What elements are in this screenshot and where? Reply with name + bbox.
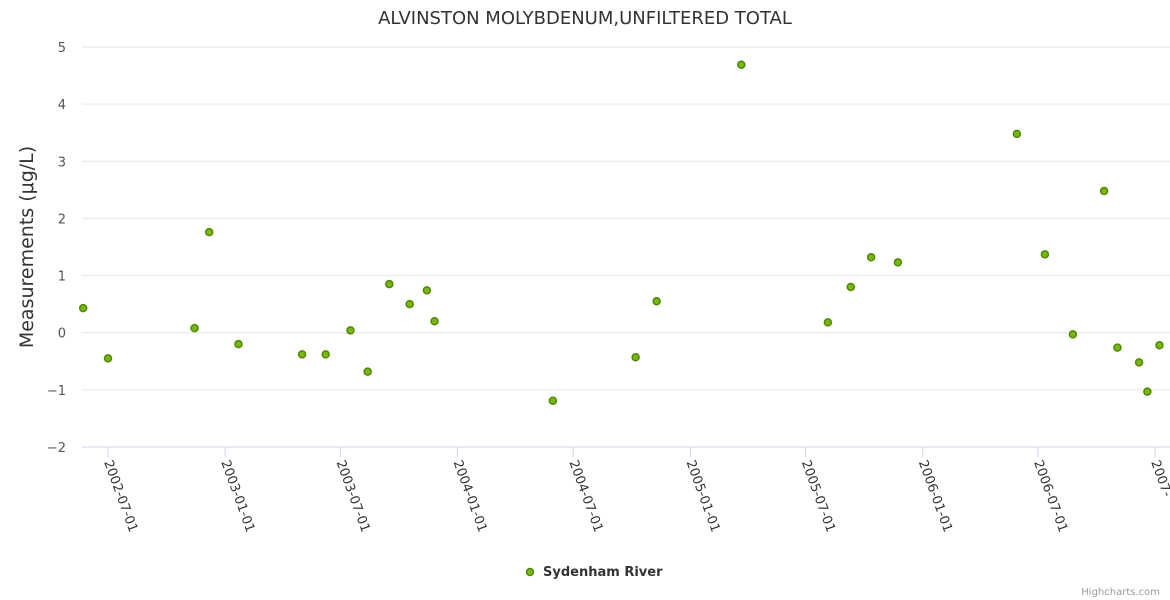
x-tick-label: 2006-01-01 xyxy=(915,458,955,534)
data-point xyxy=(631,353,640,362)
legend[interactable]: Sydenham River xyxy=(525,565,664,580)
y-tick-label: 5 xyxy=(58,41,66,56)
data-point xyxy=(1134,358,1144,367)
data-point xyxy=(866,253,876,262)
data-point xyxy=(737,60,746,69)
data-point xyxy=(78,303,88,313)
x-tick-label: 2003-01-01 xyxy=(217,458,257,534)
y-tick-label: 3 xyxy=(58,155,66,170)
x-tick-label: 2004-07-01 xyxy=(566,458,606,534)
credits-link[interactable]: Highcharts.com xyxy=(1081,587,1160,598)
y-axis-label: Measurements (μg/L) xyxy=(16,146,38,348)
data-point xyxy=(1040,250,1050,259)
y-tick-label: 2 xyxy=(58,212,66,227)
data-point xyxy=(405,299,414,309)
data-point xyxy=(346,326,355,335)
data-point xyxy=(363,367,372,376)
grid xyxy=(82,46,1170,448)
x-tick-label: 2005-01-01 xyxy=(683,458,723,534)
data-point xyxy=(1143,387,1152,396)
y-tick-label: 0 xyxy=(58,327,66,342)
x-tick-label: 2005-07-01 xyxy=(798,458,838,534)
data-point xyxy=(234,339,243,349)
data-point xyxy=(190,323,199,333)
legend-marker xyxy=(525,567,535,577)
data-point xyxy=(1113,343,1122,352)
x-tick-label: 2004-01-01 xyxy=(450,458,490,534)
y-tick-label: −1 xyxy=(47,384,66,399)
data-point xyxy=(1099,186,1109,196)
y-axis: −2 −1 0 1 2 3 4 5 xyxy=(47,41,66,456)
legend-item-label: Sydenham River xyxy=(543,565,663,580)
x-tick-label: 2006-07-01 xyxy=(1030,458,1070,534)
y-tick-label: 4 xyxy=(58,98,66,113)
data-point xyxy=(893,258,903,267)
y-tick-label: 1 xyxy=(58,270,66,285)
data-point xyxy=(823,318,833,327)
data-point xyxy=(385,279,394,289)
x-tick-label: 2002-07-01 xyxy=(100,458,140,534)
plot-area xyxy=(78,60,1164,405)
data-point xyxy=(297,350,307,359)
chart-title: ALVINSTON MOLYBDENUM,UNFILTERED TOTAL xyxy=(378,8,792,29)
data-point xyxy=(321,350,330,359)
data-point xyxy=(422,286,432,295)
data-point xyxy=(846,282,856,292)
data-point xyxy=(103,354,113,363)
y-tick-label: −2 xyxy=(47,441,66,456)
data-point xyxy=(548,396,558,405)
data-point xyxy=(430,317,439,326)
data-point xyxy=(1068,330,1078,339)
data-point xyxy=(1155,341,1164,350)
x-tick-label: 2003-07-01 xyxy=(333,458,373,534)
data-point xyxy=(652,297,661,306)
x-axis: 2002-07-01 2003-01-01 2003-07-01 2004-01-01… xyxy=(100,447,1170,534)
data-point xyxy=(204,227,214,237)
data-point xyxy=(1012,129,1022,139)
x-tick-label: 2007- xyxy=(1147,458,1170,499)
